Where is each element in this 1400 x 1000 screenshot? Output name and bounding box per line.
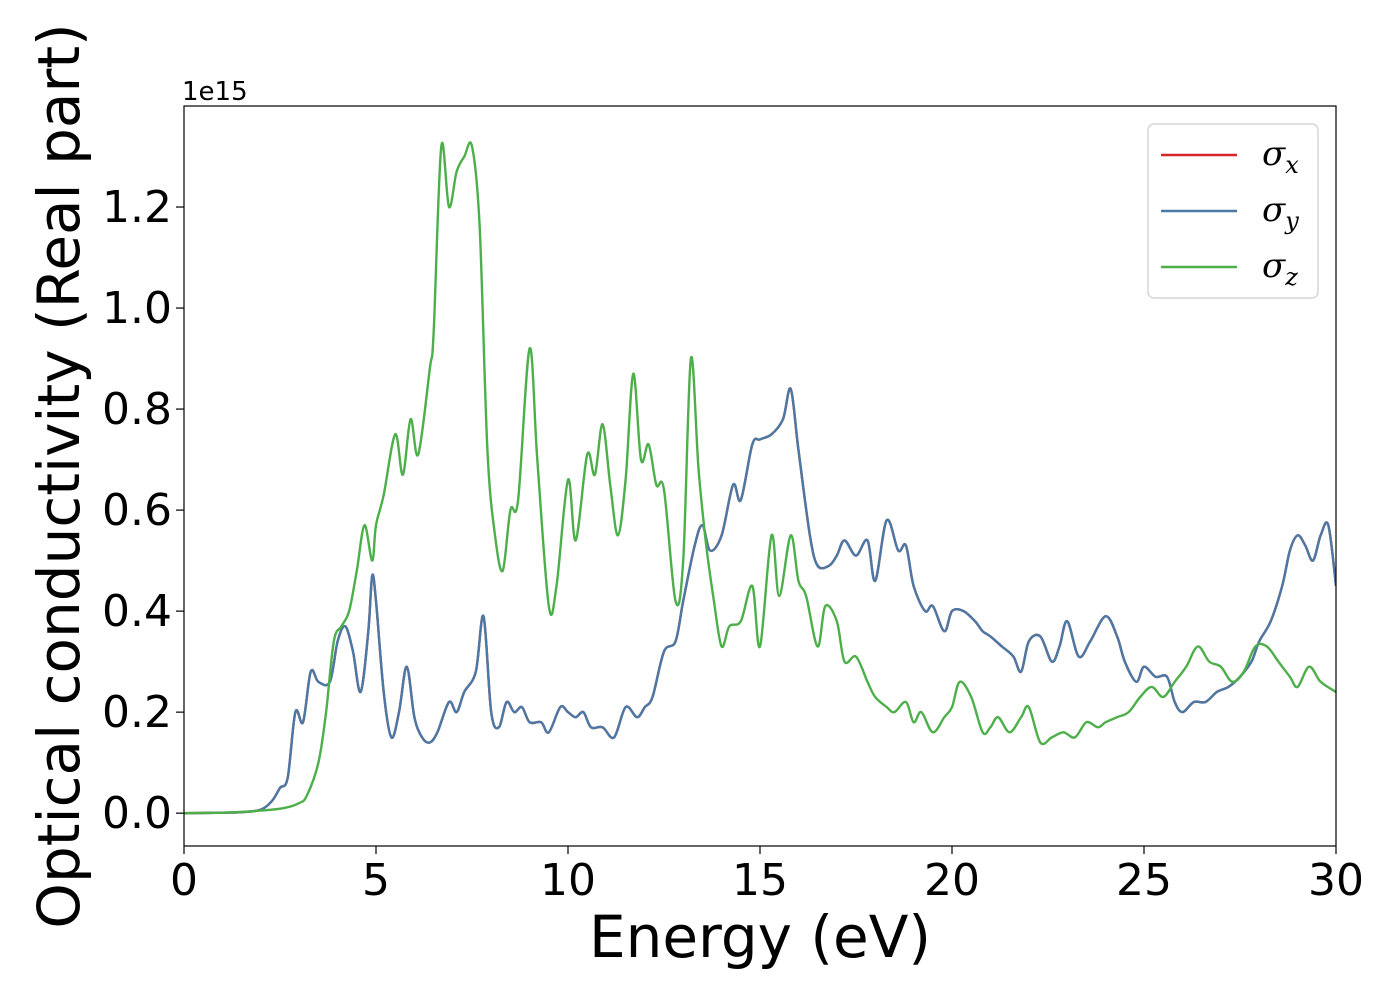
x-tick-label: 20 [924,855,980,906]
legend-label-x: σx [1262,134,1299,179]
x-tick-label: 30 [1308,855,1364,906]
ticks-layer: 0 5 10 15 20 25 30 0.0 0.2 0.4 0.6 0.8 1.0 1.2 [102,182,1364,906]
y-tick-label: 1.2 [102,182,172,233]
y-tick-label: 0.0 [102,788,172,839]
x-tick-label: 5 [362,855,390,906]
x-tick-label: 10 [540,855,596,906]
y-axis-label: Optical conductivity (Real part) [25,23,93,928]
y-tick-label: 0.8 [102,384,172,435]
series-layer [184,141,1336,815]
x-axis-label: Energy (eV) [589,903,931,971]
y-tick-label: 1.0 [102,283,172,334]
x-tick-label: 0 [170,855,198,906]
y-offset-text: 1e15 [182,77,248,107]
x-tick-label: 25 [1116,855,1172,906]
series-line-y [184,387,1336,815]
legend: σx σy σz [1147,123,1319,299]
y-tick-label: 0.6 [102,485,172,536]
y-tick-label: 0.4 [102,586,172,637]
series-line-z [184,141,1336,815]
y-tick-label: 0.2 [102,687,172,738]
legend-label-z: σz [1262,246,1298,291]
x-tick-label: 15 [732,855,788,906]
legend-label-y: σy [1262,190,1299,235]
